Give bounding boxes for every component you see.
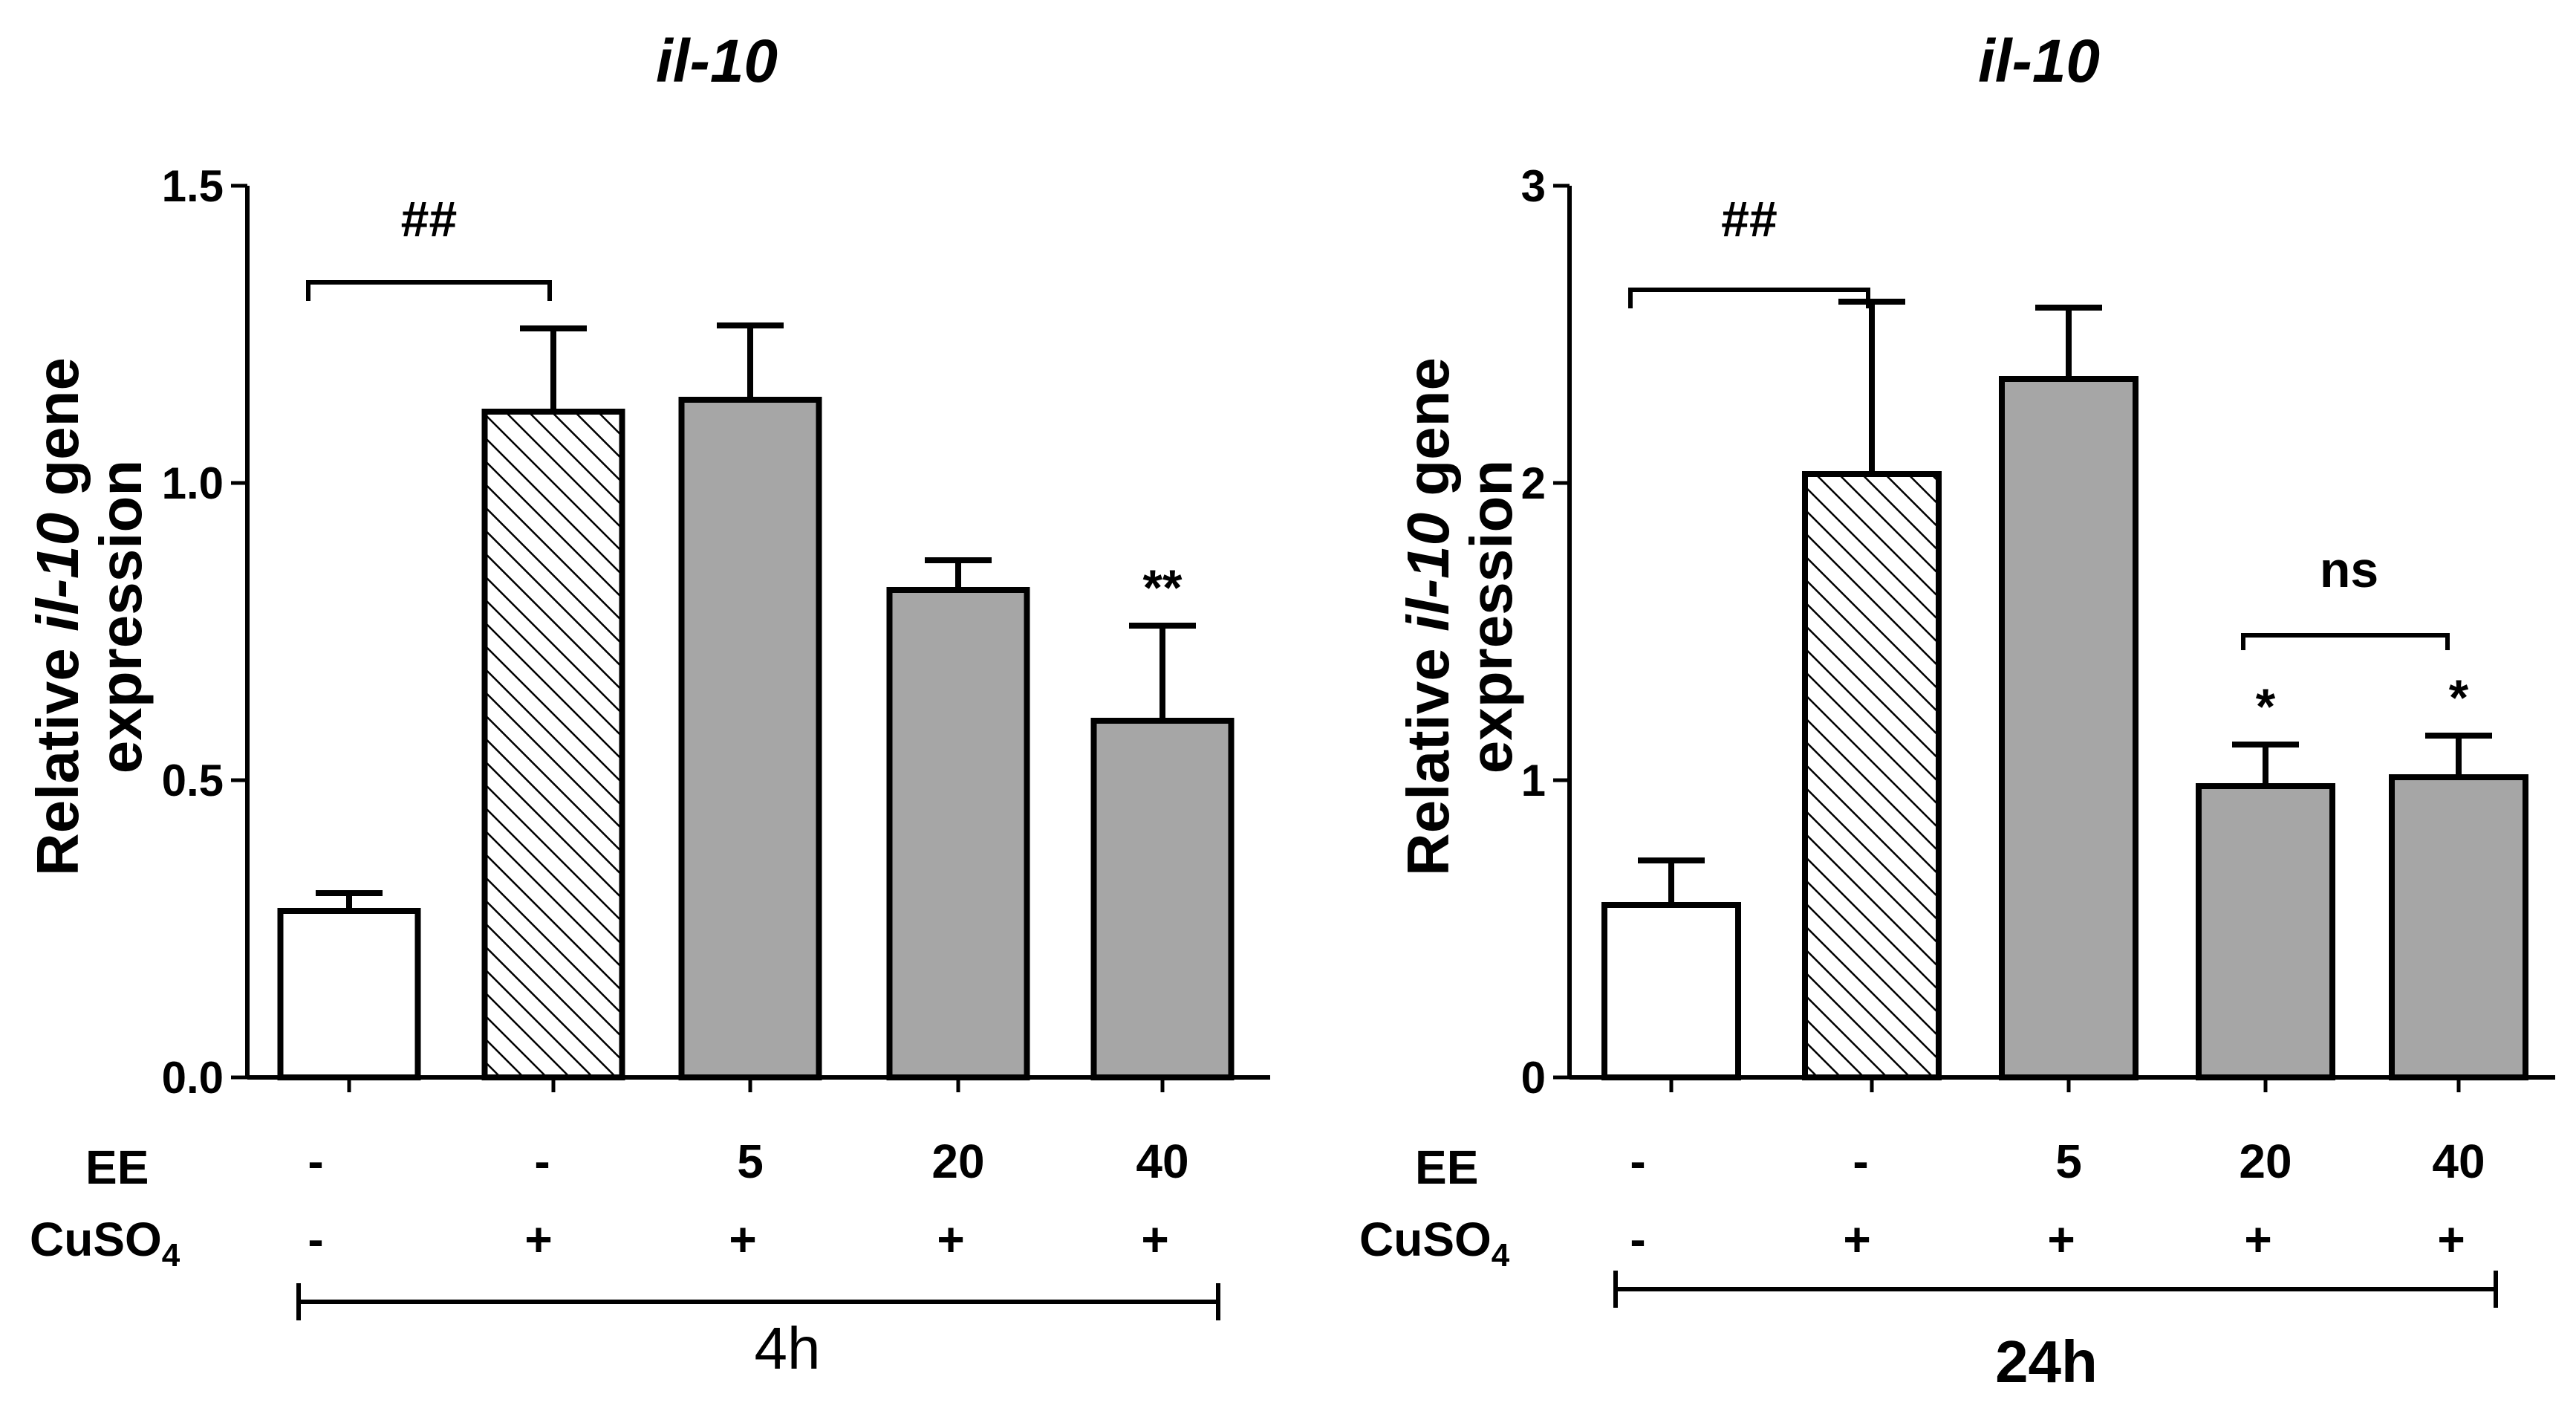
chart-24h-sig-star-bar-5: * [2449, 669, 2469, 726]
chart-24h-row-label-ee: EE [1415, 1141, 1478, 1194]
chart-24h-cuso4-value-5: + [2437, 1213, 2465, 1266]
chart-24h-sig-bracket [1628, 288, 1870, 308]
chart-4h-ee-value-3: 5 [737, 1135, 764, 1188]
chart-4h-cuso4-value-3: + [729, 1213, 756, 1266]
chart-4h-ee-value-2: - [534, 1135, 550, 1188]
chart-4h-cuso4-value-2: + [524, 1213, 552, 1266]
chart-4h-ylabel-line2: expression [88, 460, 154, 774]
chart-24h-bar-4 [2196, 783, 2335, 1080]
chart-24h-ylabel-line2: expression [1458, 460, 1524, 774]
chart-24h-sig-star-bar-4: * [2256, 678, 2276, 735]
chart-24h-ns-label: ns [2320, 542, 2378, 598]
chart-4h-ytick-label: 1.5 [162, 161, 224, 211]
chart-24h-row-label-cuso4: CuSO4 [1359, 1213, 1510, 1274]
chart-4h-ytick-label: 0.0 [162, 1053, 224, 1103]
chart-24h-ns-bracket [2241, 633, 2450, 650]
chart-4h-ytick-label: 1.0 [162, 458, 224, 508]
chart-4h-conditions: EE CuSO4 - - 5 20 40 - + + + +4h [30, 1135, 1220, 1381]
chart-4h-row-label-cuso4: CuSO4 [30, 1213, 180, 1274]
chart-4h-bar-2 [481, 409, 625, 1080]
chart-24h-ylabel: Relative il-10 gene [1395, 357, 1461, 876]
chart-24h: il-10 Relative il-10 gene expression 0 1 2… [1359, 27, 2555, 1395]
chart-4h-bar-3 [678, 397, 822, 1080]
chart-4h-bar-5 [1090, 718, 1235, 1080]
chart-24h-bar-1 [1601, 902, 1741, 1080]
chart-4h-sig-star-bar-5: ** [1143, 560, 1183, 616]
chart-4h-cuso4-value-5: + [1141, 1213, 1168, 1266]
chart-4h-bar-1 [277, 908, 421, 1080]
chart-4h-cuso4-value-1: - [308, 1213, 323, 1266]
chart-24h-ee-value-1: - [1630, 1135, 1645, 1188]
chart-4h-ytick-label: 0.5 [162, 756, 224, 805]
chart-4h-bars [277, 322, 1235, 1080]
chart-24h-ytick-label: 3 [1521, 161, 1546, 211]
chart-24h-ee-value-5: 40 [2432, 1135, 2485, 1188]
chart-24h-cuso4-value-2: + [1843, 1213, 1870, 1266]
chart-24h-ytick-label: 1 [1521, 756, 1546, 805]
chart-24h-cuso4-value-1: - [1630, 1213, 1645, 1266]
chart-24h-cuso4-value-3: + [2047, 1213, 2075, 1266]
chart-4h-row-label-ee: EE [85, 1141, 149, 1194]
chart-4h-time-label: 4h [755, 1315, 821, 1381]
chart-24h-sig-label-hash: ## [1721, 191, 1777, 247]
chart-24h-conditions: EE CuSO4 - - 5 20 40 - + + + +24h [1359, 1135, 2498, 1395]
chart-24h-yticks: 0 1 2 3 [1521, 161, 1570, 1103]
chart-24h-bar-2 [1802, 471, 1942, 1080]
chart-4h-ee-value-4: 20 [931, 1135, 984, 1188]
chart-24h-ytick-label: 0 [1521, 1053, 1546, 1103]
chart-24h-bar-3 [1999, 376, 2138, 1080]
chart-24h-ee-value-3: 5 [2055, 1135, 2082, 1188]
chart-4h-sig-bracket [306, 280, 552, 301]
chart-24h-bars [1601, 299, 2528, 1080]
chart-24h-annotations: ## * * ns [1628, 191, 2469, 735]
chart-4h-bar-4 [886, 587, 1030, 1080]
chart-24h-bar-5 [2389, 774, 2528, 1080]
chart-4h-annotations: ## ** [306, 191, 1183, 616]
chart-24h-ee-value-4: 20 [2239, 1135, 2292, 1188]
chart-24h-cuso4-value-4: + [2244, 1213, 2271, 1266]
chart-24h-time-label: 24h [1995, 1329, 2098, 1395]
chart-4h-title: il-10 [656, 27, 778, 95]
chart-4h-ee-value-5: 40 [1136, 1135, 1188, 1188]
chart-24h-title: il-10 [1978, 27, 2100, 95]
chart-4h-yticks: 0.0 0.5 1.0 1.5 [162, 161, 247, 1103]
chart-4h-sig-label-hash: ## [401, 191, 458, 247]
chart-4h-ylabel: Relative il-10 gene [25, 357, 91, 876]
chart-4h-ee-value-1: - [308, 1135, 323, 1188]
chart-4h: il-10 Relative il-10 gene expression 0.0… [25, 27, 1270, 1381]
chart-4h-cuso4-value-4: + [937, 1213, 964, 1266]
chart-24h-ee-value-2: - [1853, 1135, 1868, 1188]
chart-24h-ytick-label: 2 [1521, 458, 1546, 508]
